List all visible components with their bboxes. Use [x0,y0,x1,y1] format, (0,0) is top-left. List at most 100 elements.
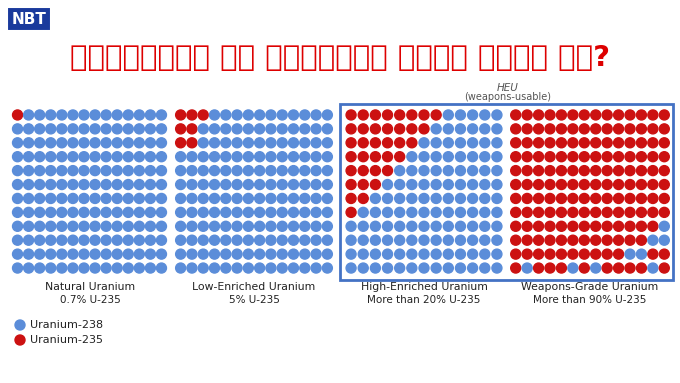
Circle shape [407,263,417,273]
Circle shape [660,249,669,259]
Circle shape [311,235,321,245]
Circle shape [568,124,578,134]
Circle shape [322,221,333,231]
Circle shape [636,110,647,120]
Circle shape [12,235,22,245]
Circle shape [311,263,321,273]
Circle shape [383,152,392,162]
Circle shape [407,235,417,245]
Circle shape [568,165,578,176]
Circle shape [221,249,231,259]
Circle shape [443,165,454,176]
Circle shape [12,165,22,176]
Circle shape [322,124,333,134]
Circle shape [288,180,299,190]
Text: (weapons-usable): (weapons-usable) [464,92,551,102]
Circle shape [636,124,647,134]
Circle shape [480,110,490,120]
Circle shape [625,152,635,162]
Circle shape [232,124,242,134]
Circle shape [407,138,417,148]
Circle shape [346,193,356,203]
Circle shape [146,180,156,190]
Circle shape [613,165,624,176]
Circle shape [101,193,111,203]
Circle shape [254,249,265,259]
Circle shape [68,110,78,120]
Circle shape [266,193,276,203]
Circle shape [534,110,543,120]
Circle shape [322,249,333,259]
Circle shape [123,138,133,148]
Circle shape [135,235,144,245]
Circle shape [358,110,369,120]
Circle shape [371,110,380,120]
Circle shape [232,235,242,245]
Circle shape [636,221,647,231]
Circle shape [648,124,658,134]
Circle shape [579,165,590,176]
Circle shape [187,110,197,120]
Circle shape [579,249,590,259]
Circle shape [556,152,566,162]
Circle shape [112,235,122,245]
Circle shape [254,263,265,273]
Circle shape [371,221,380,231]
Circle shape [12,138,22,148]
Circle shape [419,207,429,218]
Circle shape [12,263,22,273]
Circle shape [57,124,67,134]
Circle shape [101,263,111,273]
Circle shape [187,249,197,259]
Circle shape [346,110,356,120]
Circle shape [232,249,242,259]
Circle shape [243,180,254,190]
Circle shape [419,180,429,190]
Circle shape [511,249,521,259]
Circle shape [156,152,167,162]
Circle shape [266,138,276,148]
Circle shape [522,221,532,231]
Circle shape [648,263,658,273]
Circle shape [394,152,405,162]
Circle shape [68,124,78,134]
Circle shape [68,221,78,231]
Circle shape [90,124,100,134]
Circle shape [602,138,612,148]
Circle shape [311,110,321,120]
Circle shape [187,152,197,162]
Circle shape [221,165,231,176]
Circle shape [534,180,543,190]
Circle shape [419,193,429,203]
Circle shape [419,249,429,259]
Circle shape [68,193,78,203]
Circle shape [511,124,521,134]
Circle shape [68,249,78,259]
Circle shape [232,263,242,273]
Circle shape [266,235,276,245]
Circle shape [35,152,45,162]
Circle shape [209,207,220,218]
Circle shape [232,152,242,162]
Circle shape [419,152,429,162]
Circle shape [112,138,122,148]
Circle shape [57,207,67,218]
Circle shape [112,193,122,203]
Circle shape [383,193,392,203]
Circle shape [146,124,156,134]
Circle shape [579,193,590,203]
Circle shape [407,124,417,134]
Circle shape [57,221,67,231]
Circle shape [602,221,612,231]
Circle shape [511,263,521,273]
Circle shape [625,180,635,190]
Circle shape [579,110,590,120]
Circle shape [300,263,310,273]
Circle shape [591,138,600,148]
Circle shape [419,235,429,245]
Circle shape [492,235,502,245]
Circle shape [480,263,490,273]
Circle shape [456,221,466,231]
Circle shape [492,110,502,120]
Circle shape [35,165,45,176]
